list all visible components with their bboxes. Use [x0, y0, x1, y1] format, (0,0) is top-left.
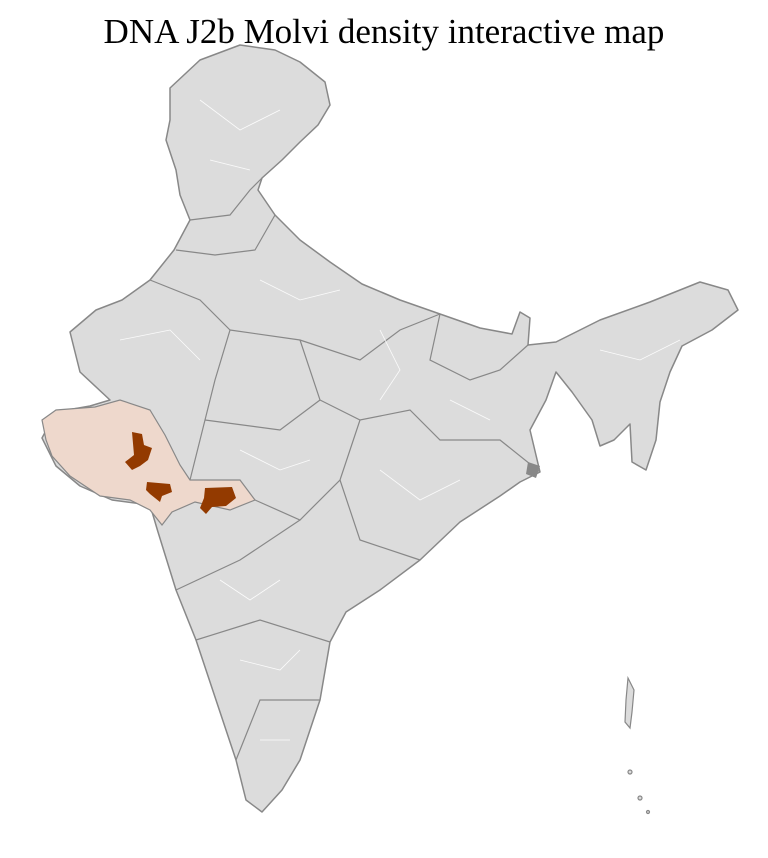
sundarbans-coast [526, 462, 540, 478]
map-title: DNA J2b Molvi density interactive map [103, 12, 665, 51]
region-gujarat[interactable] [41, 399, 256, 526]
andaman-nicobar-islands[interactable] [624, 675, 651, 815]
state-borders [149, 177, 541, 761]
region-high-density-central-gujarat[interactable] [125, 432, 152, 470]
region-high-density-north-maharashtra[interactable] [200, 487, 236, 514]
region-high-density-south-gujarat[interactable] [146, 482, 172, 502]
district-borders [119, 99, 681, 741]
